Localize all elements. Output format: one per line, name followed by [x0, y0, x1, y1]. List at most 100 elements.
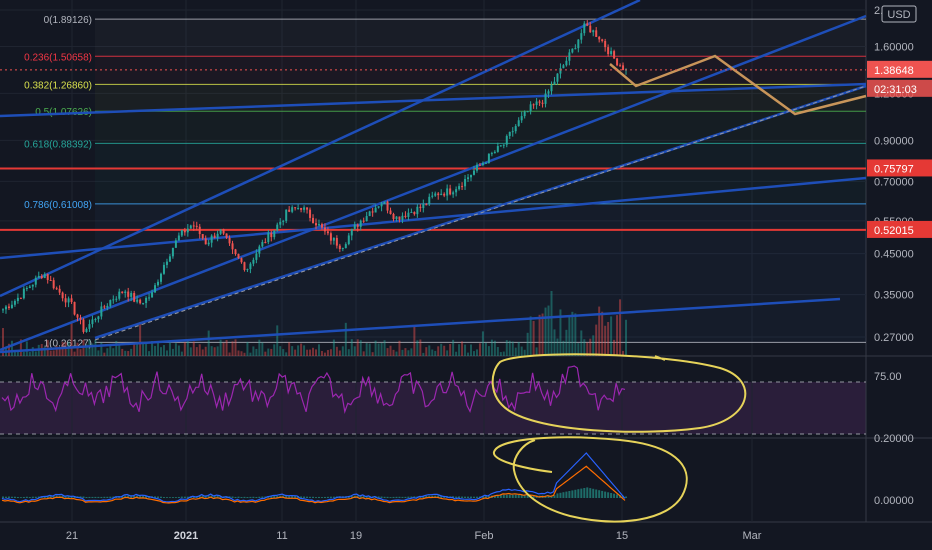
macd-hist-bar — [481, 496, 484, 498]
macd-hist-bar — [198, 496, 201, 498]
candle-body — [258, 246, 261, 254]
macd-circle-annotation[interactable] — [493, 436, 688, 523]
candle-body — [174, 240, 177, 248]
candle-body — [556, 73, 559, 82]
volume-bar — [157, 341, 160, 356]
trend-lines[interactable] — [0, 0, 867, 354]
volume-bar — [198, 344, 201, 356]
volume-bar — [604, 325, 607, 356]
volume-bar — [183, 342, 186, 356]
candle-body — [216, 233, 219, 238]
volume-bar — [502, 351, 505, 356]
candle-body — [267, 232, 270, 243]
candle-body — [234, 249, 237, 255]
candle-body — [312, 217, 315, 224]
candle-body — [443, 193, 446, 196]
macd-hist-bar — [31, 496, 34, 498]
candle-body — [377, 206, 380, 208]
macd-hist-bar — [88, 496, 91, 498]
macd-hist-bar — [145, 495, 148, 498]
candle-body — [130, 293, 133, 297]
candle-body — [37, 275, 40, 278]
volume-bar — [625, 319, 628, 356]
candle-body — [309, 209, 312, 218]
macd-hist-bar — [186, 496, 189, 498]
volume-bar — [583, 339, 586, 356]
volume-bar — [219, 339, 222, 356]
macd-hist-bar — [306, 496, 309, 498]
macd-hist-bar — [133, 495, 136, 498]
trend-line-3[interactable] — [0, 82, 867, 118]
volume-bar — [151, 341, 154, 356]
candle-body — [619, 65, 622, 67]
macd-hist-bar — [556, 493, 559, 498]
candle-body — [452, 192, 455, 195]
volume-bar — [291, 346, 294, 356]
candle-body — [335, 237, 338, 246]
marked-price-box — [867, 220, 932, 238]
date-label: Mar — [743, 530, 762, 542]
trend-line-5[interactable] — [0, 176, 867, 260]
macd-hist-bar — [252, 496, 255, 498]
fibonacci-levels: 0(1.89126) 0.236(1.50658) 0.382(1.26860) 0.… — [24, 15, 866, 349]
rsi-circle-annotation[interactable] — [491, 353, 747, 433]
volume-bar — [16, 350, 19, 356]
candle-body — [279, 221, 282, 225]
volume-bar — [577, 343, 580, 356]
trend-line-1[interactable] — [0, 0, 641, 298]
macd-hist-bar — [91, 496, 94, 498]
macd-hist-bar — [67, 495, 70, 498]
candle-body — [622, 65, 625, 71]
candle-body — [386, 201, 389, 211]
volume-bar — [496, 346, 499, 356]
macd-hist-bar — [472, 496, 475, 498]
candle-body — [544, 93, 547, 104]
currency-badge[interactable] — [881, 5, 917, 23]
marked-price-label: 0.52015 — [874, 225, 914, 237]
fib-label-2: 0.382(1.26860) — [24, 80, 92, 91]
volume-bar — [437, 346, 440, 356]
volume-bar — [258, 339, 261, 356]
volume-bar — [55, 345, 58, 356]
dashed-trend-line[interactable] — [94, 85, 867, 341]
candle-body — [320, 224, 323, 228]
candle-body — [34, 277, 37, 285]
candle-body — [419, 206, 422, 209]
macd-hist-bar — [595, 489, 598, 498]
macd-hist-bar — [461, 496, 464, 498]
volume-bar — [517, 341, 520, 356]
volume-bar — [383, 340, 386, 356]
volume-bar — [455, 351, 458, 356]
volume-bar — [2, 328, 4, 356]
volume-bar — [365, 343, 368, 356]
projection-path[interactable] — [609, 54, 867, 116]
volume-bar — [109, 344, 112, 356]
candle-body — [464, 179, 467, 187]
trend-line-6[interactable] — [0, 297, 841, 354]
macd-hist-bar — [291, 495, 294, 498]
volume-bar — [43, 346, 46, 356]
trend-line-4[interactable] — [94, 84, 867, 340]
candle-body — [413, 211, 416, 215]
volume-bar — [404, 348, 407, 356]
candle-body — [595, 30, 598, 37]
trend-line-2[interactable] — [0, 14, 867, 352]
volume-bar — [478, 343, 481, 356]
macd-hist-bar — [562, 492, 565, 498]
macd-hist-bar — [553, 495, 556, 498]
volume-bar — [329, 349, 332, 356]
macd-hist-bar — [320, 497, 323, 498]
macd-hist-bar — [285, 495, 288, 498]
volume-bar — [571, 311, 574, 356]
candle-body — [192, 225, 195, 227]
candle-body — [326, 231, 329, 234]
volume-bar — [461, 341, 464, 356]
candle-body — [58, 288, 61, 293]
volume-bar — [556, 338, 559, 356]
candle-body — [547, 91, 550, 94]
candle-body — [19, 297, 22, 299]
volume-bar — [443, 345, 446, 356]
candle-body — [67, 298, 70, 303]
candle-body — [207, 242, 210, 245]
